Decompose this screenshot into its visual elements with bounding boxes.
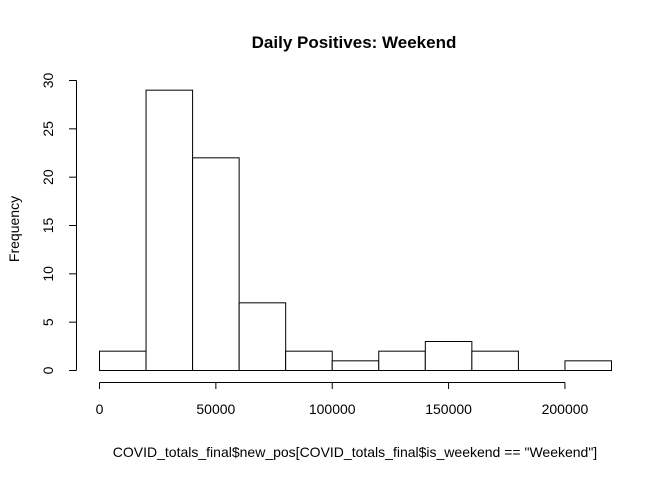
y-tick-label: 5 — [40, 318, 56, 326]
y-tick-label: 0 — [40, 366, 56, 374]
histogram-bar — [238, 302, 287, 372]
chart-title: Daily Positives: Weekend — [252, 33, 457, 52]
y-tick-label: 25 — [40, 121, 56, 137]
x-axis: 0 50000 100000 150000 200000 — [96, 382, 589, 417]
x-tick-label: 150000 — [425, 401, 472, 417]
y-tick-label: 15 — [40, 218, 56, 234]
x-tick-label: 50000 — [196, 401, 235, 417]
x-axis-label: COVID_totals_final$new_pos[COVID_totals_… — [113, 444, 597, 460]
x-tick-label: 0 — [96, 401, 104, 417]
x-tick-label: 100000 — [309, 401, 356, 417]
histogram-bar — [378, 350, 426, 371]
histogram-bar — [564, 360, 612, 372]
histogram-bar — [192, 157, 240, 371]
histogram-bar — [285, 350, 333, 371]
y-axis-label: Frequency — [6, 196, 22, 262]
histogram-bar — [331, 360, 380, 372]
y-axis: 0 5 10 15 20 25 30 — [40, 73, 77, 374]
y-tick-label: 20 — [40, 169, 56, 185]
y-tick-label: 30 — [40, 73, 56, 89]
histogram-bar — [99, 350, 147, 371]
histogram-bar — [145, 89, 194, 372]
bars-group — [99, 89, 612, 372]
histogram-bar — [471, 350, 519, 371]
y-tick-label: 10 — [40, 266, 56, 282]
x-tick-label: 200000 — [542, 401, 589, 417]
histogram-bar — [424, 341, 473, 371]
